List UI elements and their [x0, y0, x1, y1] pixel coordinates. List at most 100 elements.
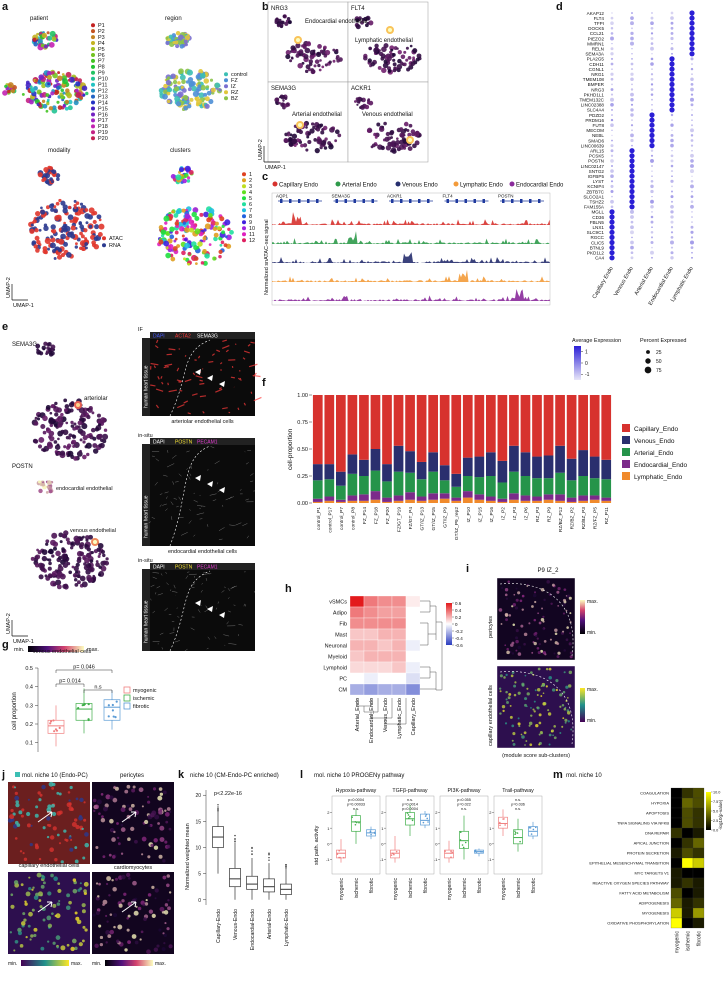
spot — [544, 640, 547, 643]
dot — [609, 240, 614, 245]
dot — [611, 205, 614, 208]
dot — [671, 247, 673, 249]
umap-point — [7, 90, 10, 93]
umap-point — [381, 46, 387, 52]
spot — [43, 919, 46, 922]
umap-point — [363, 56, 368, 61]
umap-point — [79, 247, 82, 250]
x-tick-label: myogenic — [393, 878, 399, 901]
legend-swatch — [622, 472, 630, 480]
spot — [30, 843, 33, 846]
umap-point — [305, 70, 308, 73]
umap-point — [288, 20, 292, 24]
umap-point — [389, 131, 394, 136]
bar-segment — [509, 493, 519, 499]
umap-point — [227, 228, 230, 231]
jitter-point — [108, 704, 110, 706]
heat-cell — [392, 673, 406, 684]
bar-segment — [498, 502, 508, 503]
spot — [35, 805, 38, 808]
spot — [41, 785, 45, 789]
jitter-point — [391, 854, 393, 856]
spot — [539, 713, 542, 716]
umap-point — [315, 148, 320, 153]
umap-point — [177, 81, 181, 85]
heat-cell — [671, 898, 682, 908]
p-value: p=0.0004 — [348, 798, 364, 802]
legend-swatch — [622, 424, 630, 432]
umap-point — [40, 424, 45, 429]
dot — [669, 61, 674, 66]
outlier — [285, 867, 286, 868]
spot — [20, 850, 22, 852]
spot — [529, 722, 532, 725]
umap-point — [62, 78, 68, 84]
spot — [552, 734, 554, 736]
jitter-point — [504, 824, 506, 826]
dot — [650, 159, 654, 163]
umap-point — [46, 350, 49, 353]
jitter-point — [55, 728, 57, 730]
legend-dot — [91, 136, 95, 140]
dot — [670, 215, 673, 218]
exon — [400, 199, 403, 203]
spot — [79, 798, 83, 802]
outlier — [217, 806, 218, 807]
dot — [629, 189, 634, 194]
umap-point — [170, 73, 175, 78]
spot — [557, 587, 560, 590]
spot — [135, 941, 139, 945]
umap-point — [34, 421, 38, 425]
jitter-point — [423, 822, 425, 824]
dot — [669, 107, 674, 112]
bar-segment — [578, 476, 588, 495]
dot — [609, 235, 614, 240]
heat-cell — [693, 818, 704, 828]
heat-cell — [364, 629, 378, 640]
umap-point — [71, 440, 76, 445]
spot — [126, 917, 129, 920]
x-tick-label: RZ/BZ_P2 — [570, 507, 576, 530]
spot — [565, 722, 567, 724]
umap-point — [303, 53, 306, 56]
spot — [71, 808, 74, 811]
umap-point — [159, 225, 164, 230]
spot — [15, 792, 18, 795]
umap-point — [49, 106, 53, 110]
umap-point — [46, 110, 49, 113]
umap-point — [74, 206, 77, 209]
umap-point — [75, 81, 80, 86]
umap-point — [316, 139, 321, 144]
jitter-point — [53, 730, 55, 732]
umap-point — [70, 546, 73, 549]
heat-cell — [693, 868, 704, 878]
bar-segment — [578, 395, 588, 450]
dot — [689, 36, 694, 41]
umap-point — [83, 228, 87, 232]
tick-label: 7.5 — [713, 800, 718, 804]
dot — [609, 214, 614, 219]
umap-point — [84, 208, 88, 212]
spot — [513, 685, 516, 688]
legend-dot — [102, 236, 106, 240]
bar-segment — [509, 446, 519, 472]
spot — [162, 859, 165, 862]
legend-label: Venous Endo — [402, 183, 438, 189]
bar-segment — [567, 480, 577, 497]
umap-point — [197, 84, 201, 88]
umap-point — [60, 88, 63, 91]
spot — [506, 598, 508, 600]
label: max. — [155, 961, 166, 967]
spot — [132, 881, 137, 886]
spot — [539, 643, 541, 645]
umap-point — [311, 122, 314, 125]
spot — [46, 816, 51, 821]
dot — [651, 42, 654, 45]
umap-point — [43, 246, 48, 251]
umap-point — [323, 46, 327, 50]
jitter-point — [116, 701, 118, 703]
dot — [629, 194, 634, 199]
bar-segment — [601, 460, 611, 479]
dot — [691, 150, 693, 152]
umap-point — [198, 81, 201, 84]
